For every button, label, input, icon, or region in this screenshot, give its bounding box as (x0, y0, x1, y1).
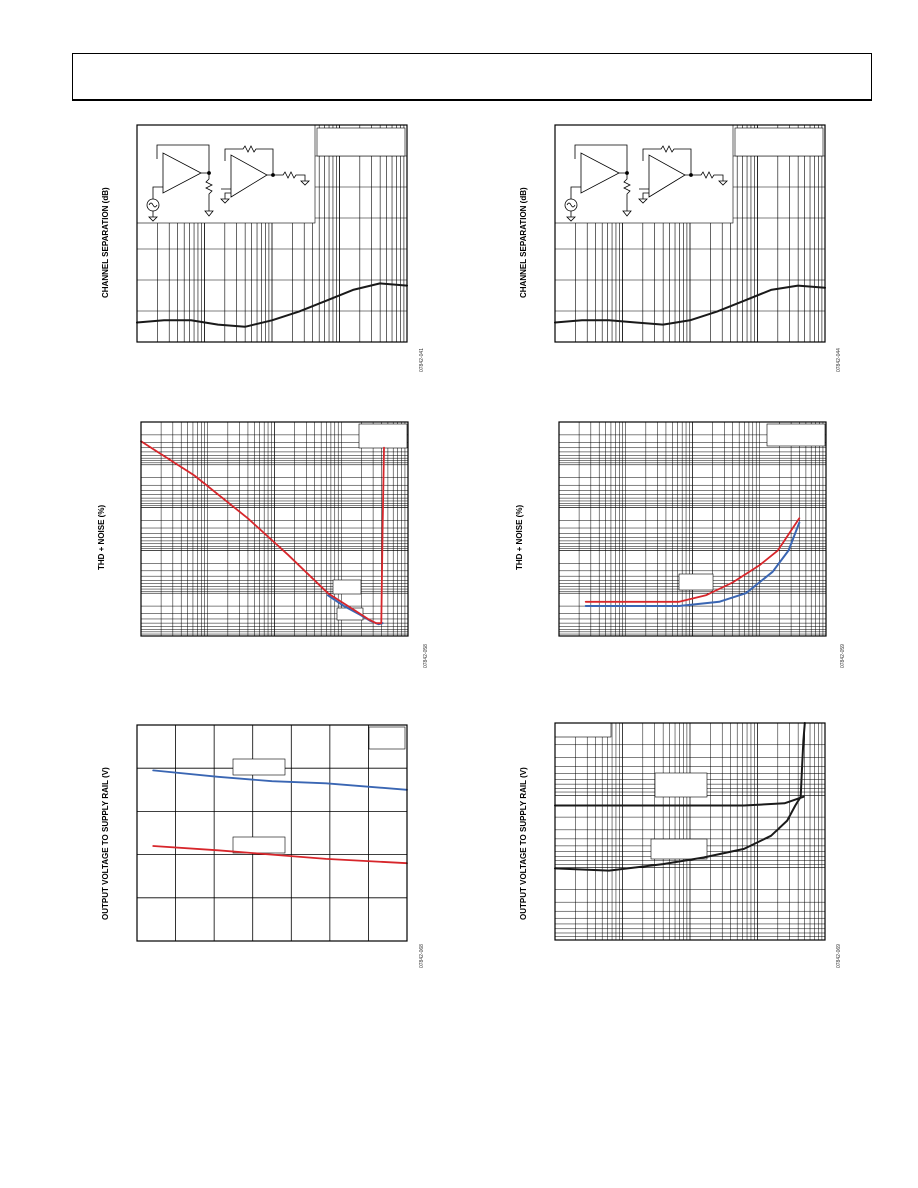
grid-lines (140, 421, 409, 637)
legend-box (766, 423, 826, 447)
output-voltage-curve-2 (554, 795, 805, 807)
channel-separation-chart-left (136, 124, 408, 343)
legend-box (368, 726, 406, 750)
label-box-lower (650, 838, 708, 860)
legend-box (358, 423, 408, 449)
ylabel-thd-right: THD + NOISE (%) (515, 504, 524, 570)
output-voltage-chart-right (554, 722, 826, 941)
thd-noise-plot (558, 421, 827, 637)
output-voltage-curve-3 (799, 722, 806, 798)
figure-id-2: 07842-044 (836, 348, 842, 372)
label-box-upper (332, 579, 362, 595)
figure-id-4: 07842-059 (840, 644, 846, 668)
channel-separation-curve (136, 282, 408, 328)
label-box-lower (232, 836, 286, 854)
output-voltage-plot (554, 722, 826, 941)
ylabel-vout-left: OUTPUT VOLTAGE TO SUPPLY RAIL (V) (101, 767, 110, 920)
thd-curve-red (584, 517, 801, 603)
thd-curve-red (140, 440, 385, 625)
ylabel-vout-right: OUTPUT VOLTAGE TO SUPPLY RAIL (V) (519, 767, 528, 920)
label-box-top-left (554, 722, 612, 738)
ylabel-ch-sep-left: CHANNEL SEPARATION (dB) (101, 187, 110, 298)
channel-separation-chart-right (554, 124, 826, 343)
channel-separation-plot (554, 124, 826, 343)
output-voltage-plot (136, 724, 408, 942)
output-voltage-curve-red (152, 845, 408, 865)
plot-frame (554, 722, 826, 941)
test-circuit-schematic (564, 144, 728, 222)
grid-lines (137, 725, 407, 941)
thd-noise-chart-right (558, 421, 827, 637)
label-box (678, 573, 714, 591)
figure-id-3: 07842-058 (423, 644, 429, 668)
plot-frame (554, 124, 826, 343)
plot-frame (136, 124, 408, 343)
grid-lines (554, 722, 826, 941)
thd-curve-blue (584, 521, 801, 607)
thd-noise-plot (140, 421, 409, 637)
channel-separation-plot (136, 124, 408, 343)
ylabel-ch-sep-right: CHANNEL SEPARATION (dB) (519, 187, 528, 298)
channel-separation-curve (554, 284, 826, 326)
output-voltage-curve-blue (152, 769, 408, 791)
schematic-inset (136, 124, 316, 224)
test-circuit-schematic (146, 144, 310, 222)
plot-frame (136, 724, 408, 942)
thd-noise-chart-left (140, 421, 409, 637)
label-box-upper (232, 758, 286, 776)
plot-frame (558, 421, 827, 637)
ylabel-thd-left: THD + NOISE (%) (97, 504, 106, 570)
legend-box (734, 127, 824, 157)
plot-frame (140, 421, 409, 637)
legend-box (316, 127, 406, 157)
figure-id-6: 07842-069 (836, 944, 842, 968)
figure-id-5: 07842-068 (419, 944, 425, 968)
figure-id-1: 07842-041 (419, 348, 425, 372)
page-header-box (72, 53, 872, 101)
schematic-inset (554, 124, 734, 224)
label-box-middle (654, 772, 708, 798)
output-voltage-chart-left (136, 724, 408, 942)
output-voltage-curve-1 (554, 795, 802, 872)
